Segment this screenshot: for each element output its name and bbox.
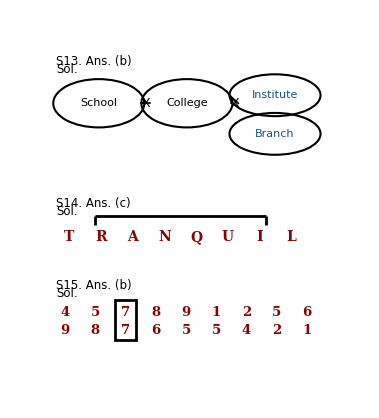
Bar bbox=[115, 300, 136, 340]
Text: X: X bbox=[230, 97, 239, 110]
Text: 7: 7 bbox=[121, 306, 130, 319]
Text: Q: Q bbox=[190, 230, 202, 245]
Text: 1: 1 bbox=[302, 324, 312, 336]
Text: 4: 4 bbox=[242, 324, 251, 336]
Text: R: R bbox=[96, 230, 107, 245]
Text: 8: 8 bbox=[91, 324, 100, 336]
Text: 9: 9 bbox=[182, 306, 191, 319]
Text: 2: 2 bbox=[242, 306, 251, 319]
Text: 6: 6 bbox=[151, 324, 160, 336]
Text: 6: 6 bbox=[302, 306, 312, 319]
Text: 5: 5 bbox=[272, 306, 281, 319]
Text: 5: 5 bbox=[182, 324, 191, 336]
Text: School: School bbox=[80, 98, 117, 108]
Text: Branch: Branch bbox=[255, 129, 295, 139]
Text: 8: 8 bbox=[151, 306, 160, 319]
Text: 9: 9 bbox=[60, 324, 70, 336]
Text: N: N bbox=[158, 230, 171, 245]
Text: Sol.: Sol. bbox=[56, 205, 78, 218]
Text: Institute: Institute bbox=[252, 90, 298, 100]
Text: 4: 4 bbox=[60, 306, 70, 319]
Text: College: College bbox=[166, 98, 208, 108]
Text: S14. Ans. (c): S14. Ans. (c) bbox=[56, 196, 131, 209]
Text: 5: 5 bbox=[211, 324, 221, 336]
Text: L: L bbox=[287, 230, 296, 245]
Text: I: I bbox=[257, 230, 263, 245]
Text: 5: 5 bbox=[91, 306, 100, 319]
Text: A: A bbox=[127, 230, 138, 245]
Text: Sol.: Sol. bbox=[56, 63, 78, 76]
Text: S15. Ans. (b): S15. Ans. (b) bbox=[56, 279, 132, 292]
Text: Sol.: Sol. bbox=[56, 287, 78, 300]
Text: U: U bbox=[222, 230, 234, 245]
Text: 7: 7 bbox=[121, 324, 130, 336]
Text: S13. Ans. (b): S13. Ans. (b) bbox=[56, 55, 132, 68]
Text: 2: 2 bbox=[272, 324, 281, 336]
Text: X: X bbox=[142, 97, 151, 110]
Text: 1: 1 bbox=[211, 306, 221, 319]
Text: T: T bbox=[64, 230, 75, 245]
